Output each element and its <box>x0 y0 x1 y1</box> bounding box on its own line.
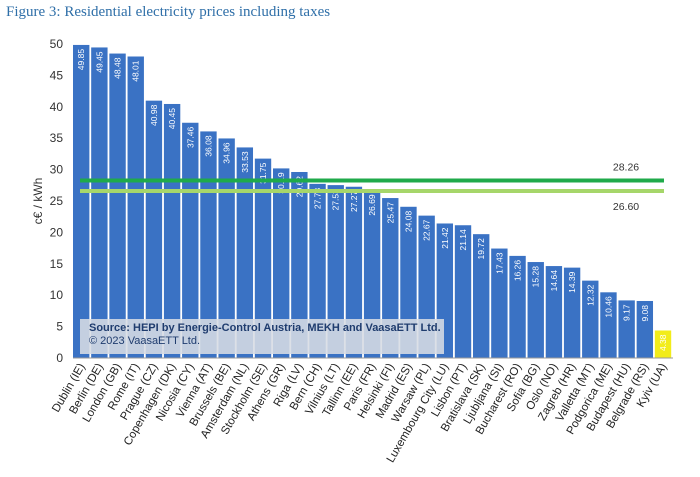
bar-value-label: 21.42 <box>440 227 450 249</box>
bar-value-label: 21.14 <box>458 229 468 251</box>
source-note: Source: HEPI by Energie-Control Austria,… <box>80 319 444 354</box>
source-text: Source: HEPI by Energie-Control Austria,… <box>89 322 441 334</box>
bar-value-label: 25.47 <box>385 202 395 224</box>
bar-value-label: 40.98 <box>149 104 159 126</box>
bar <box>127 56 144 358</box>
bar-value-label: 36.08 <box>203 135 213 157</box>
bar-value-label: 12.32 <box>585 284 595 306</box>
bar <box>254 158 272 358</box>
y-tick-label: 35 <box>50 131 64 145</box>
bar-value-label: 17.43 <box>494 252 504 274</box>
bar <box>654 330 672 358</box>
bar <box>163 103 181 358</box>
bar-value-label: 15.28 <box>531 266 541 288</box>
bar <box>473 234 490 358</box>
bar <box>91 47 108 358</box>
bar-value-label: 9.17 <box>622 304 632 321</box>
bar-value-label: 30.19 <box>276 172 286 194</box>
y-tick-label: 45 <box>50 68 64 82</box>
figure-title: Figure 3: Residential electricity prices… <box>6 4 331 20</box>
bar <box>363 190 381 358</box>
bar-value-label: 16.26 <box>513 260 523 282</box>
bar-value-label: 9.08 <box>640 305 650 322</box>
bar <box>491 248 508 358</box>
y-tick-label: 40 <box>50 100 64 114</box>
bar-value-label: 27.53 <box>331 189 341 211</box>
bar <box>236 147 254 358</box>
copyright-text: © 2023 VaasaETT Ltd. <box>89 335 201 347</box>
bar <box>618 300 635 358</box>
bar-value-label: 22.67 <box>422 219 432 241</box>
bars: 49.85 49.45 48.48 48.01 40.98 40.45 37.46 36.08… <box>73 44 672 359</box>
bar-value-label: 34.96 <box>222 142 232 164</box>
bar <box>582 280 599 358</box>
y-axis: 0 5 10 15 20 25 30 35 40 45 50 <box>50 37 64 365</box>
bar <box>527 262 544 358</box>
bar <box>454 225 472 358</box>
bar-value-label: 26.69 <box>367 194 377 216</box>
bar-value-label: 40.45 <box>167 108 177 130</box>
y-tick-label: 25 <box>50 194 64 208</box>
bar <box>327 185 344 358</box>
bar <box>563 267 581 358</box>
bar <box>382 198 399 358</box>
bar-value-label: 31.75 <box>258 162 268 184</box>
bar-value-label: 29.62 <box>294 176 304 198</box>
bar-value-label: 4.38 <box>658 334 668 351</box>
bar <box>218 138 235 358</box>
bar <box>600 292 617 358</box>
bar <box>291 171 308 358</box>
y-tick-label: 20 <box>50 225 64 239</box>
bar <box>109 53 126 359</box>
bar <box>73 44 90 358</box>
bar <box>273 168 290 358</box>
bar <box>200 131 217 358</box>
y-tick-label: 30 <box>50 163 64 177</box>
y-axis-label: c€ / kWh <box>31 178 45 225</box>
reference-line-label: 26.60 <box>613 201 639 213</box>
bar <box>345 186 363 358</box>
y-tick-label: 15 <box>50 257 64 271</box>
bar-value-label: 48.01 <box>131 60 141 82</box>
bar-value-label: 48.48 <box>113 57 123 79</box>
bar-value-label: 33.53 <box>240 151 250 173</box>
bar <box>145 100 163 359</box>
bar <box>636 300 654 358</box>
x-axis: Dublin (IE)Berlin (DE)London (GB)Rome (I… <box>50 361 669 465</box>
bar-value-label: 14.39 <box>567 271 577 293</box>
bar-value-label: 49.45 <box>94 51 104 73</box>
reference-lines: 28.26 26.60 <box>80 162 664 213</box>
y-tick-label: 0 <box>56 351 63 365</box>
y-tick-label: 50 <box>50 37 64 51</box>
bar-value-label: 10.46 <box>603 296 613 318</box>
bar <box>509 255 526 358</box>
y-tick-label: 10 <box>50 288 64 302</box>
bar-value-label: 37.46 <box>185 126 195 148</box>
bar-value-label: 24.08 <box>403 211 413 233</box>
bar-value-label: 27.73 <box>313 188 323 210</box>
bar-value-label: 14.64 <box>549 270 559 292</box>
bar-value-label: 27.27 <box>349 190 359 212</box>
bar <box>309 183 326 358</box>
bar <box>545 266 563 358</box>
bar-value-label: 19.72 <box>476 238 486 260</box>
y-tick-label: 5 <box>56 320 63 334</box>
bar-value-label: 49.85 <box>76 49 86 71</box>
reference-line-label: 28.26 <box>613 162 639 174</box>
